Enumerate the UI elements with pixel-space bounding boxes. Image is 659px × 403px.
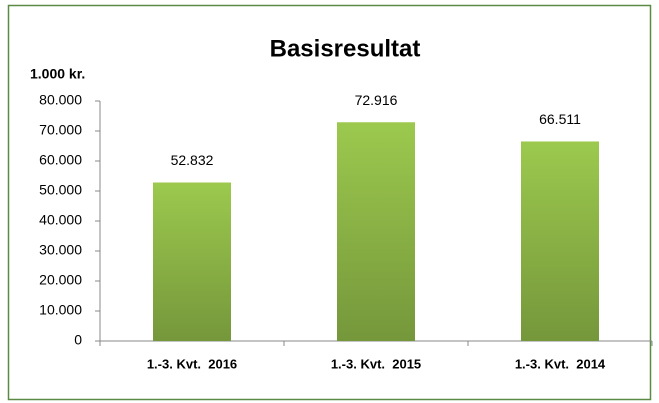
y-tick-label: 30.000 [39,242,82,258]
value-label: 72.916 [355,92,398,108]
bar [153,182,231,341]
y-tick-label: 80.000 [39,92,82,108]
y-tick-label: 40.000 [39,212,82,228]
y-tick-label: 50.000 [39,182,82,198]
value-label: 66.511 [539,111,581,127]
x-tick-label: 1.-3. Kvt. 2016 [147,356,237,371]
x-tick-label: 1.-3. Kvt. 2015 [331,356,421,371]
y-tick-label: 10.000 [39,302,82,318]
bar [337,122,415,341]
value-label: 52.832 [171,152,214,168]
x-tick-label: 1.-3. Kvt. 2014 [515,356,606,371]
y-tick-label: 0 [74,332,82,348]
y-tick-label: 70.000 [39,122,82,138]
y-tick-label: 60.000 [39,152,82,168]
bar [521,141,599,341]
chart-title: Basisresultat [270,35,421,62]
y-axis-label: 1.000 kr. [30,66,85,82]
y-tick-label: 20.000 [39,272,82,288]
